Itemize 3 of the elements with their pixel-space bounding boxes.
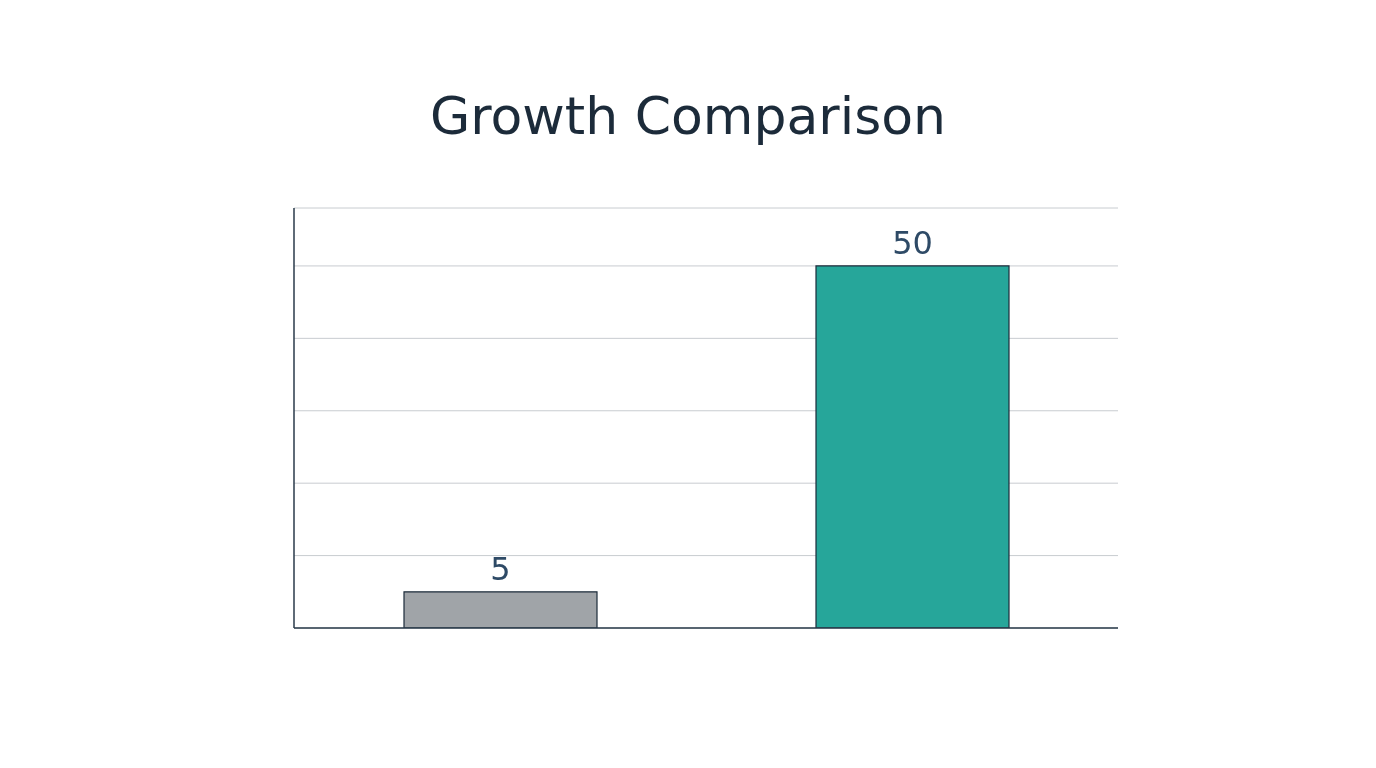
chart-title: Growth Comparison [428, 86, 948, 146]
data-label: 50 [892, 223, 933, 262]
data-label: 5 [490, 549, 511, 588]
